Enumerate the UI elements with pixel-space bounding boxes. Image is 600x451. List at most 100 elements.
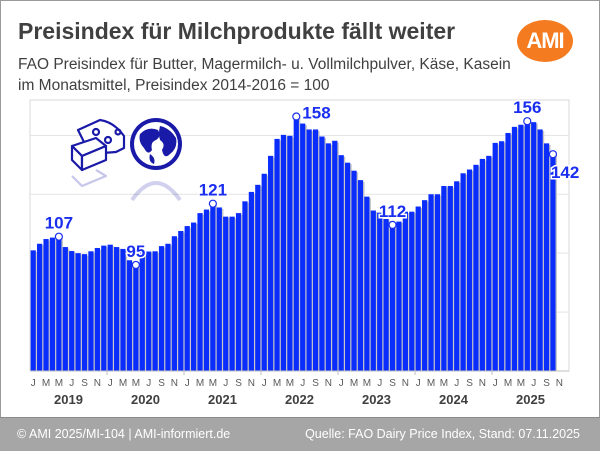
data-marker: [523, 117, 532, 126]
bar: [49, 237, 56, 371]
bar: [120, 248, 126, 371]
bar: [319, 136, 325, 371]
month-tick-label: S: [389, 378, 396, 389]
month-tick-label: J: [185, 378, 190, 389]
bar: [223, 216, 229, 371]
month-tick-label: S: [235, 378, 242, 389]
bar: [524, 121, 530, 371]
footer: © AMI 2025/MI-104 | AMI-informiert.de Qu…: [0, 417, 600, 451]
data-marker: [388, 220, 397, 229]
bar: [114, 247, 120, 371]
data-label: 121: [199, 181, 227, 200]
bar: [126, 260, 133, 371]
month-tick-label: N: [479, 378, 486, 389]
bar: [69, 251, 75, 371]
month-tick-label: M: [363, 378, 371, 389]
bar: [434, 194, 441, 371]
year-label: 2019: [54, 392, 83, 407]
month-tick-label: M: [42, 378, 50, 389]
bar: [351, 170, 357, 371]
bar: [56, 236, 62, 371]
year-label: 2022: [285, 392, 314, 407]
bar: [447, 186, 453, 371]
month-tick-label: M: [196, 378, 204, 389]
year-label: 2024: [439, 392, 469, 407]
chart-title: Preisindex für Milchprodukte fällt weite…: [18, 18, 456, 44]
bar: [171, 236, 177, 371]
month-tick-label: M: [209, 378, 217, 389]
year-label: 2020: [131, 392, 160, 407]
month-tick-label: J: [108, 378, 113, 389]
data-label: 158: [302, 103, 330, 122]
month-tick-label: J: [262, 378, 267, 389]
month-tick-label: N: [248, 378, 255, 389]
data-label: 107: [45, 214, 73, 233]
month-tick-label: J: [31, 378, 36, 389]
data-label: 112: [379, 202, 406, 221]
bar: [486, 155, 492, 371]
subtitle-line-2: im Monatsmittel, Preisindex 2014-2016 = …: [18, 77, 330, 94]
bar: [531, 122, 537, 371]
bar: [165, 243, 171, 371]
bar: [409, 211, 415, 371]
bar: [229, 216, 235, 371]
bar: [396, 221, 402, 371]
bar: [537, 129, 543, 371]
bar: [146, 251, 152, 371]
month-tick-label: M: [132, 378, 140, 389]
bar: [428, 194, 434, 371]
subtitle-line-1: FAO Preisindex für Butter, Magermilch- u…: [18, 56, 511, 73]
bar: [300, 123, 306, 371]
month-tick-label: S: [81, 378, 88, 389]
bar: [370, 210, 376, 371]
chart-subtitle: FAO Preisindex für Butter, Magermilch- u…: [18, 54, 511, 96]
month-tick-label: M: [286, 378, 294, 389]
copyright-text: © AMI 2025/MI-104 | AMI-informiert.de: [17, 427, 231, 441]
month-tick-label: J: [146, 378, 151, 389]
data-marker: [292, 112, 301, 121]
source-text: Quelle: FAO Dairy Price Index, Stand: 07…: [305, 427, 580, 441]
bar: [248, 191, 254, 371]
ami-logo: AMI: [517, 20, 573, 62]
bar: [543, 143, 550, 371]
data-marker: [131, 260, 140, 270]
bar: [415, 206, 421, 371]
data-label: 95: [126, 242, 145, 261]
month-tick-label: M: [273, 378, 281, 389]
month-tick-label: M: [55, 378, 63, 389]
month-tick-label: S: [543, 378, 550, 389]
data-marker: [208, 199, 217, 208]
bar: [492, 142, 498, 371]
bar: [505, 132, 511, 371]
bar: [101, 245, 107, 371]
month-tick-label: N: [325, 378, 332, 389]
bar: [139, 252, 145, 371]
bar: [364, 196, 370, 371]
data-label: 156: [513, 98, 541, 117]
bar: [255, 184, 261, 371]
bar: [235, 213, 242, 371]
month-tick-label: J: [223, 378, 228, 389]
bar: [338, 155, 344, 371]
bar: [441, 186, 447, 371]
bar: [152, 251, 158, 371]
bar: [287, 135, 293, 371]
bar: [499, 141, 505, 371]
bar: [43, 239, 49, 371]
bar: [203, 209, 210, 371]
bar: [402, 211, 408, 371]
bar: [62, 247, 68, 371]
month-tick-label: J: [454, 378, 459, 389]
month-tick-label: M: [440, 378, 448, 389]
year-label: 2023: [362, 392, 391, 407]
month-tick-label: S: [466, 378, 473, 389]
bar: [550, 154, 556, 371]
bar: [197, 213, 203, 371]
bar: [216, 207, 222, 371]
month-tick-label: M: [119, 378, 127, 389]
year-label: 2025: [516, 392, 545, 407]
bar: [422, 200, 428, 371]
month-tick-label: J: [339, 378, 344, 389]
